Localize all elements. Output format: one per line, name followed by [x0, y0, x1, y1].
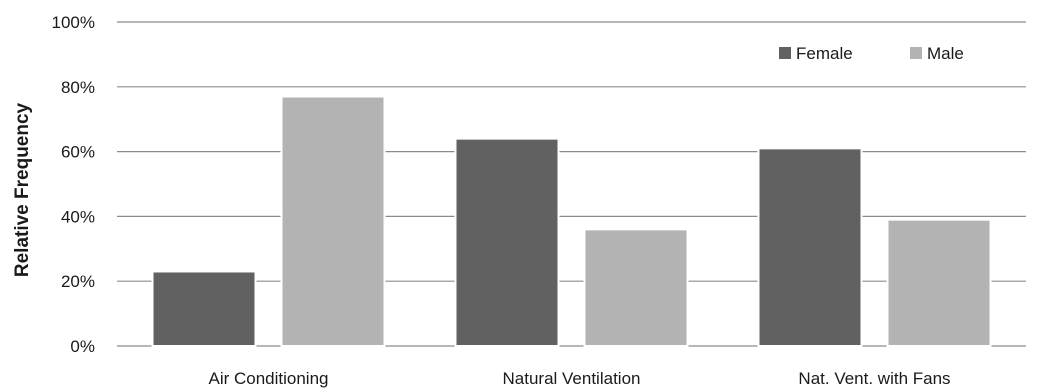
bar-female-0: [151, 270, 257, 348]
y-tick-label-60: 60%: [61, 143, 95, 162]
legend-label-female: Female: [796, 44, 853, 63]
bar-male-1: [583, 228, 689, 347]
bar-male-0: [280, 95, 386, 347]
bar-female-2: [757, 147, 863, 347]
y-axis-ticks: 0% 20% 40% 60% 80% 100%: [52, 13, 95, 356]
bars: [151, 95, 992, 348]
y-tick-label-40: 40%: [61, 207, 95, 226]
x-category-label-1: Natural Ventilation: [503, 369, 641, 388]
bar-male-2: [886, 218, 992, 347]
x-axis-categories: Air Conditioning Natural Ventilation Nat. …: [208, 369, 950, 388]
bar-female-1: [454, 137, 560, 347]
y-tick-label-0: 0%: [70, 337, 95, 356]
legend: Female Male: [779, 44, 964, 63]
x-category-label-2: Nat. Vent. with Fans: [798, 369, 950, 388]
x-category-label-0: Air Conditioning: [208, 369, 328, 388]
y-tick-label-20: 20%: [61, 272, 95, 291]
legend-label-male: Male: [927, 44, 964, 63]
y-tick-label-100: 100%: [52, 13, 95, 32]
gridlines: [117, 21, 1026, 347]
y-axis-title: Relative Frequency: [12, 102, 33, 277]
legend-swatch-male: [910, 47, 922, 59]
legend-swatch-female: [779, 47, 791, 59]
y-tick-label-80: 80%: [61, 78, 95, 97]
